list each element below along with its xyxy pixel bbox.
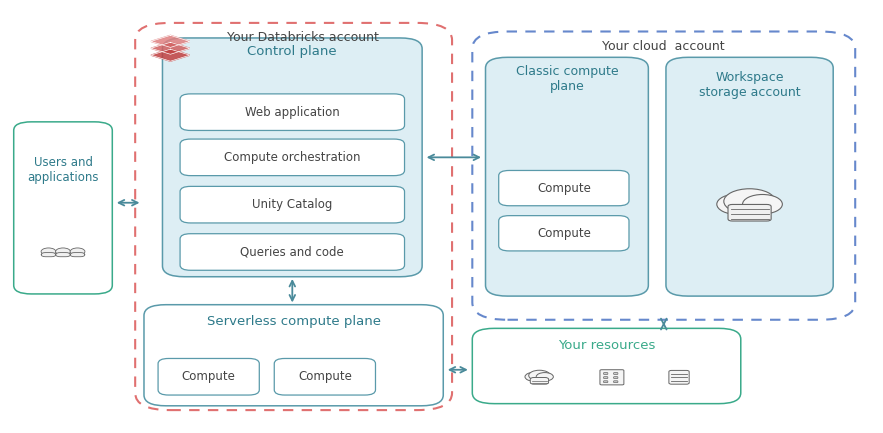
FancyBboxPatch shape xyxy=(180,94,404,130)
Text: Workspace
storage account: Workspace storage account xyxy=(698,71,800,99)
FancyBboxPatch shape xyxy=(604,381,608,383)
FancyBboxPatch shape xyxy=(728,204,771,221)
FancyBboxPatch shape xyxy=(56,252,71,257)
FancyBboxPatch shape xyxy=(158,359,260,395)
Polygon shape xyxy=(151,36,190,48)
Text: Compute: Compute xyxy=(298,370,351,383)
FancyBboxPatch shape xyxy=(180,234,404,270)
Text: Your Databricks account: Your Databricks account xyxy=(227,32,379,45)
Text: Control plane: Control plane xyxy=(247,45,337,58)
Text: Serverless compute plane: Serverless compute plane xyxy=(207,315,381,328)
FancyBboxPatch shape xyxy=(604,377,608,378)
Text: Web application: Web application xyxy=(245,106,340,119)
Text: Queries and code: Queries and code xyxy=(240,246,344,259)
FancyBboxPatch shape xyxy=(666,57,834,296)
FancyBboxPatch shape xyxy=(135,23,452,410)
FancyBboxPatch shape xyxy=(604,373,608,375)
Text: Compute: Compute xyxy=(537,181,591,194)
Text: Compute orchestration: Compute orchestration xyxy=(224,151,360,164)
Text: Your resources: Your resources xyxy=(558,339,655,352)
FancyBboxPatch shape xyxy=(472,32,856,320)
Text: Unity Catalog: Unity Catalog xyxy=(253,198,333,211)
FancyBboxPatch shape xyxy=(472,328,741,404)
FancyBboxPatch shape xyxy=(531,378,548,384)
FancyBboxPatch shape xyxy=(180,186,404,223)
Polygon shape xyxy=(151,42,190,54)
Circle shape xyxy=(70,248,85,255)
FancyBboxPatch shape xyxy=(42,252,56,257)
Circle shape xyxy=(743,194,782,214)
Circle shape xyxy=(56,248,71,255)
FancyBboxPatch shape xyxy=(14,122,112,294)
FancyBboxPatch shape xyxy=(669,370,689,384)
Circle shape xyxy=(724,189,775,214)
FancyBboxPatch shape xyxy=(144,305,443,406)
FancyBboxPatch shape xyxy=(180,139,404,176)
FancyBboxPatch shape xyxy=(614,381,618,383)
Circle shape xyxy=(717,194,759,214)
Circle shape xyxy=(42,248,56,255)
FancyBboxPatch shape xyxy=(162,38,422,277)
Text: Compute: Compute xyxy=(182,370,236,383)
Circle shape xyxy=(536,372,554,381)
Circle shape xyxy=(525,372,543,381)
FancyBboxPatch shape xyxy=(499,216,629,251)
Text: Your cloud  account: Your cloud account xyxy=(602,40,725,53)
FancyBboxPatch shape xyxy=(600,370,624,385)
FancyBboxPatch shape xyxy=(614,377,618,378)
Text: Compute: Compute xyxy=(537,227,591,240)
FancyBboxPatch shape xyxy=(486,57,648,296)
Text: Classic compute
plane: Classic compute plane xyxy=(516,65,618,93)
Circle shape xyxy=(529,370,550,381)
Text: Users and
applications: Users and applications xyxy=(27,156,99,184)
FancyBboxPatch shape xyxy=(275,359,375,395)
Polygon shape xyxy=(151,49,190,61)
FancyBboxPatch shape xyxy=(71,252,85,257)
FancyBboxPatch shape xyxy=(499,171,629,206)
FancyBboxPatch shape xyxy=(614,373,618,375)
